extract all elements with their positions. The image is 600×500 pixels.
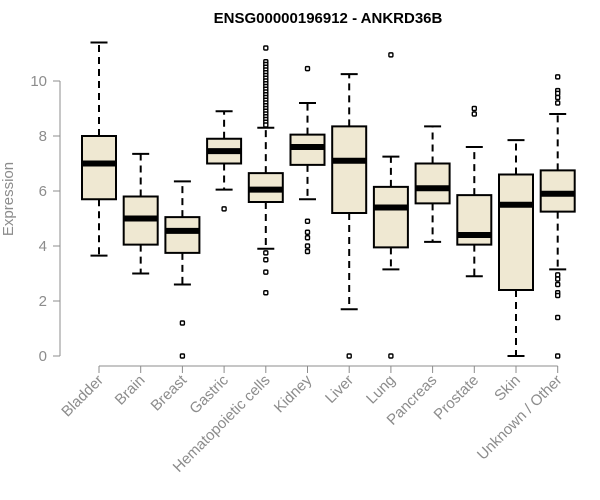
outlier-point <box>388 52 394 58</box>
outlier-point <box>388 353 394 359</box>
outlier-point <box>179 320 186 326</box>
outlier-point <box>263 269 269 275</box>
outlier-point <box>304 243 311 249</box>
box-group <box>372 52 409 359</box>
y-axis-label: Expression <box>0 162 17 236</box>
category-label: Prostate <box>431 372 483 424</box>
box-group <box>247 45 284 296</box>
box <box>372 185 409 249</box>
box <box>414 162 451 205</box>
box-group <box>164 180 201 359</box>
axes: 0 2 4 6 8 10 <box>30 73 559 373</box>
box-group <box>122 152 159 275</box>
outlier-point <box>555 100 561 106</box>
boxes <box>81 41 576 359</box>
outlier-point <box>471 105 477 112</box>
outlier-point <box>263 290 269 296</box>
box-group <box>206 110 243 212</box>
box-group <box>498 139 534 357</box>
box <box>331 125 368 214</box>
outlier-point <box>221 206 227 212</box>
box <box>81 135 117 201</box>
outlier-point <box>555 292 561 299</box>
category-label: Kidney <box>271 371 316 416</box>
outlier-point <box>304 218 311 224</box>
box <box>164 216 201 254</box>
y-tick-label: 8 <box>39 128 47 145</box>
y-tick-label: 10 <box>30 73 47 90</box>
outlier-point <box>555 90 561 97</box>
outlier-point <box>304 248 311 255</box>
category-label: Skin <box>491 372 524 405</box>
outlier-point <box>555 74 561 80</box>
outlier-point <box>346 353 352 359</box>
category-label: Bladder <box>58 372 107 421</box>
outlier-point <box>555 276 561 282</box>
box <box>498 173 534 291</box>
outlier-point <box>555 353 561 359</box>
y-tick-label: 2 <box>39 293 47 310</box>
y-tick-label: 4 <box>39 238 47 255</box>
y-tick-label: 6 <box>39 183 47 200</box>
outlier-point <box>263 45 269 51</box>
outlier-point <box>263 257 269 263</box>
box-group <box>539 74 576 359</box>
outlier-point <box>555 314 561 321</box>
chart-title: ENSG00000196912 - ANKRD36B <box>214 10 443 27</box>
category-label: Brain <box>112 372 149 409</box>
outlier-point <box>555 272 561 278</box>
outlier-point <box>304 65 311 72</box>
outlier-point <box>471 111 477 117</box>
category-label: Lung <box>363 372 399 408</box>
y-tick-label: 0 <box>39 348 47 365</box>
outlier-point <box>263 250 269 256</box>
box-group <box>289 65 326 255</box>
box-group <box>414 125 451 243</box>
category-label: Liver <box>322 372 357 407</box>
outlier-point <box>304 235 311 241</box>
outlier-point <box>555 94 561 101</box>
outlier-point <box>555 281 561 288</box>
box-group <box>331 73 368 359</box>
outlier-point <box>263 122 269 128</box>
box-group <box>456 105 493 278</box>
box-group <box>81 41 117 257</box>
category-label: Breast <box>148 371 191 414</box>
outlier-point <box>179 353 186 359</box>
outlier-point <box>304 229 311 235</box>
